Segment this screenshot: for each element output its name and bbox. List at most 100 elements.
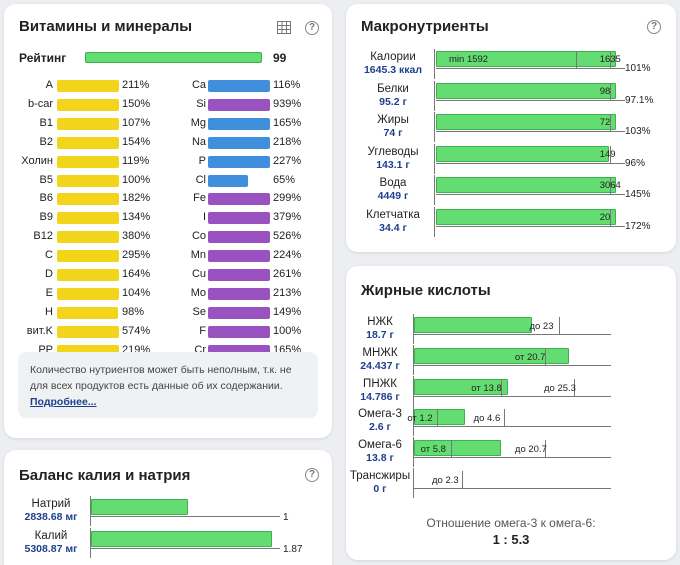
nutrient-name: E bbox=[45, 286, 53, 299]
balance-title: Баланс калия и натрия bbox=[19, 467, 191, 484]
nutrient-name: B2 bbox=[39, 135, 53, 148]
nutrient-percent: 119% bbox=[122, 154, 150, 167]
balance-name: Калий bbox=[34, 530, 68, 542]
nutrient-name: B1 bbox=[39, 116, 53, 129]
nutrient-percent: 299% bbox=[273, 192, 302, 205]
nutrient-bar bbox=[208, 212, 270, 225]
fatty-bar bbox=[414, 440, 502, 457]
fatty-amount: 13.8 г bbox=[366, 452, 394, 465]
nutrient-name: C bbox=[45, 249, 53, 262]
nutrient-name: Si bbox=[196, 97, 206, 110]
nutrient-row: F 100% bbox=[4, 325, 332, 338]
macro-bar bbox=[436, 145, 609, 162]
nutrient-percent: 104% bbox=[122, 286, 151, 299]
vitamins-title: Витамины и минералы bbox=[19, 18, 193, 35]
macro-label: Жиры 74 г bbox=[348, 114, 438, 140]
nutrient-name: Na bbox=[191, 135, 206, 148]
nutrient-percent: 134% bbox=[122, 211, 151, 224]
axis-line bbox=[434, 112, 435, 142]
omega-ratio-title: Отношение омега-3 к омега-6: bbox=[426, 516, 596, 530]
target-line bbox=[436, 99, 625, 101]
target-tick bbox=[609, 208, 611, 226]
nutrient-bar bbox=[208, 250, 270, 263]
target-label: 3064 bbox=[599, 180, 621, 191]
nutrient-percent: 98% bbox=[122, 305, 145, 318]
nutrient-row: I 379% bbox=[4, 211, 332, 225]
nutrient-bar bbox=[57, 306, 118, 319]
nutrient-row: A 211% bbox=[4, 79, 332, 92]
nutrient-name: F bbox=[199, 324, 206, 337]
rating-bar bbox=[85, 52, 262, 63]
macro-amount: 4449 г bbox=[377, 190, 409, 202]
macro-percent: 172% bbox=[625, 220, 651, 232]
nutrient-row: Fe 299% bbox=[4, 192, 332, 206]
target-tick bbox=[609, 145, 611, 163]
nutrient-percent: 295% bbox=[122, 249, 151, 262]
more-link[interactable]: Подробнее... bbox=[30, 396, 97, 408]
target-label: 98 bbox=[599, 85, 611, 97]
nutrient-bar bbox=[208, 193, 270, 206]
info-note: Количество нутриентов может быть неполны… bbox=[18, 352, 318, 418]
fatty-card: Жирные кислоты НЖК 18.7 г до 23 МНЖК 24.437 … bbox=[346, 266, 676, 560]
norm-line bbox=[414, 364, 611, 366]
balance-value: 1.87 bbox=[283, 544, 303, 555]
macro-amount: 34.4 г bbox=[379, 221, 407, 234]
fatty-amount: 24.437 г bbox=[360, 359, 400, 372]
nutrient-row: вит.K 574% bbox=[4, 325, 332, 338]
nutrient-row: Mo 213% bbox=[4, 287, 332, 300]
help-icon[interactable]: ? bbox=[647, 20, 661, 34]
nutrient-bar bbox=[57, 174, 119, 187]
macro-bar bbox=[436, 114, 616, 130]
nutrient-name: Fe bbox=[193, 192, 206, 205]
target-label: 72 bbox=[599, 117, 611, 128]
target-label: 1635 bbox=[599, 54, 621, 65]
target-tick bbox=[609, 82, 611, 100]
table-icon[interactable] bbox=[277, 21, 291, 34]
nutrient-row: P 227% bbox=[4, 155, 332, 168]
nutrient-row: B2 154% bbox=[4, 136, 332, 149]
nutrient-percent: 261% bbox=[273, 268, 302, 280]
nutrient-bar bbox=[208, 155, 270, 168]
nutrient-percent: 165% bbox=[273, 116, 302, 129]
nutrient-percent: 154% bbox=[122, 135, 151, 148]
nutrient-bar bbox=[208, 306, 270, 319]
nutrient-percent: 380% bbox=[122, 230, 151, 243]
macro-name: Белки bbox=[377, 82, 409, 95]
nutrient-name: A bbox=[45, 79, 53, 91]
nutrient-bar bbox=[57, 136, 119, 149]
to-tick bbox=[559, 317, 561, 334]
macro-bar bbox=[436, 177, 616, 193]
axis-line bbox=[434, 80, 435, 111]
balance-name: Натрий bbox=[31, 498, 71, 510]
nutrient-name: вит.K bbox=[26, 324, 53, 337]
fatty-label: Омега-6 13.8 г bbox=[346, 439, 414, 465]
nutrient-name: Co bbox=[191, 230, 206, 243]
macro-percent: 96% bbox=[625, 157, 646, 169]
help-icon[interactable]: ? bbox=[305, 21, 319, 35]
norm-line bbox=[414, 457, 611, 459]
nutrient-name: Se bbox=[192, 305, 206, 318]
nutrient-name: Ca bbox=[191, 79, 206, 91]
nutrient-bar bbox=[208, 325, 270, 338]
nutrient-name: D bbox=[45, 268, 53, 280]
fatty-title: Жирные кислоты bbox=[361, 282, 491, 299]
nutrient-row: Na 218% bbox=[4, 136, 332, 149]
axis-line bbox=[413, 344, 414, 375]
nutrient-percent: 574% bbox=[122, 324, 151, 337]
rating-value: 99 bbox=[273, 51, 287, 65]
norm-line bbox=[414, 488, 611, 489]
nutrient-bar bbox=[208, 231, 270, 244]
nutrient-percent: 116% bbox=[273, 79, 301, 91]
target-line bbox=[436, 162, 625, 164]
to-label: до 23 bbox=[529, 321, 554, 332]
nutrient-percent: 150% bbox=[122, 97, 151, 110]
min-label: min 1592 bbox=[449, 54, 489, 65]
nutrient-bar bbox=[57, 117, 119, 130]
target-label: 149 bbox=[599, 148, 616, 160]
macro-label: Клетчатка 34.4 г bbox=[348, 209, 438, 235]
help-icon[interactable]: ? bbox=[305, 468, 319, 482]
min-tick bbox=[576, 51, 577, 68]
nutrient-row: Cu 261% bbox=[4, 268, 332, 281]
macro-name: Углеводы bbox=[367, 145, 419, 158]
target-line bbox=[436, 131, 625, 132]
